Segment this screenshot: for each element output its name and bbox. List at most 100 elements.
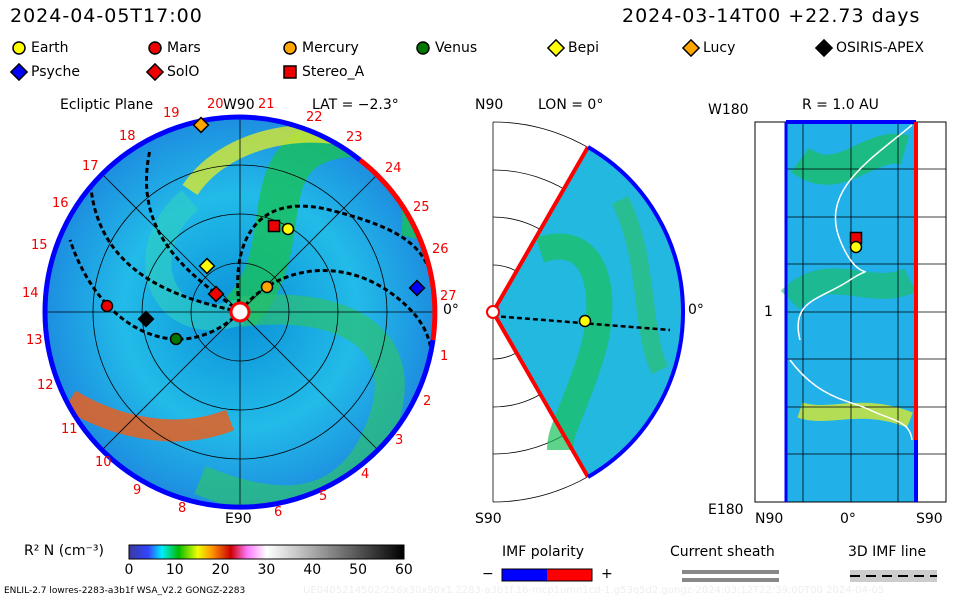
carrington-label: 24 bbox=[385, 161, 402, 176]
carrington-label: 15 bbox=[31, 238, 48, 253]
ecliptic-panel bbox=[42, 114, 438, 510]
carrington-label: 16 bbox=[52, 196, 69, 211]
shell-e180: E180 bbox=[708, 502, 744, 518]
legend-label: Lucy bbox=[703, 40, 736, 56]
solo-marker bbox=[207, 285, 225, 303]
colorbar-tick: 40 bbox=[303, 562, 322, 578]
shell-w180: W180 bbox=[708, 102, 749, 118]
carrington-label: 11 bbox=[61, 422, 78, 437]
carrington-label: 23 bbox=[346, 130, 363, 145]
shell-s90: S90 bbox=[916, 511, 943, 527]
legend-label: Mercury bbox=[302, 40, 359, 56]
colorbar-tick: 60 bbox=[395, 562, 413, 578]
carrington-label: 19 bbox=[163, 106, 180, 121]
meridional-n90: N90 bbox=[475, 97, 504, 113]
imf-plus: + bbox=[601, 566, 613, 582]
colorbar bbox=[128, 544, 405, 560]
carrington-label: 26 bbox=[432, 242, 449, 257]
lucy-legend-diamond-icon bbox=[681, 38, 701, 58]
stereo_a-marker bbox=[267, 219, 281, 233]
carrington-label: 13 bbox=[26, 333, 43, 348]
current-sheath-legend bbox=[682, 570, 779, 582]
shell-0deg: 0° bbox=[840, 511, 856, 527]
carrington-label: 22 bbox=[306, 110, 323, 125]
carrington-label: 2 bbox=[423, 394, 432, 409]
carrington-label: 9 bbox=[133, 483, 142, 498]
carrington-label: 17 bbox=[82, 159, 99, 174]
mercury-legend-circle-icon bbox=[283, 41, 297, 55]
imf-polarity-legend bbox=[501, 568, 593, 582]
carrington-label: 21 bbox=[258, 97, 275, 112]
label-e90: E90 bbox=[225, 511, 252, 527]
shell-n90: N90 bbox=[755, 511, 784, 527]
legend-label: Mars bbox=[167, 40, 201, 56]
footer-model: ENLIL-2.7 lowres-2283-a3b1f WSA_V2.2 GON… bbox=[4, 586, 246, 596]
legend-label: Stereo_A bbox=[302, 64, 365, 80]
carrington-label: 20 bbox=[207, 97, 224, 112]
stereo_a-legend-square-icon bbox=[283, 65, 297, 79]
earth-marker bbox=[578, 314, 592, 328]
venus-legend-circle-icon bbox=[416, 41, 430, 55]
psyche-legend-diamond-icon bbox=[9, 62, 29, 82]
mercury-marker bbox=[260, 280, 274, 294]
legend-label: Bepi bbox=[568, 40, 599, 56]
legend-label: Venus bbox=[435, 40, 478, 56]
shell-panel bbox=[754, 120, 947, 503]
colorbar-tick: 30 bbox=[257, 562, 276, 578]
meridional-panel bbox=[486, 121, 686, 503]
colorbar-tick: 20 bbox=[211, 562, 230, 578]
legend-label: OSIRIS-APEX bbox=[836, 40, 924, 56]
carrington-label: 1 bbox=[440, 349, 449, 364]
osiris-apex-legend-diamond-icon bbox=[814, 38, 834, 58]
carrington-label: 25 bbox=[413, 200, 430, 215]
ecliptic-title: Ecliptic Plane bbox=[60, 97, 154, 113]
imf-polarity-label: IMF polarity bbox=[502, 544, 585, 560]
legend-markers bbox=[9, 38, 834, 82]
current-sheath-label: Current sheath bbox=[670, 544, 775, 560]
osiris-apex-marker bbox=[137, 310, 155, 328]
earth-legend-circle-icon bbox=[12, 41, 26, 55]
ecliptic-lat: LAT = −2.3° bbox=[312, 97, 399, 113]
legend-label: SolO bbox=[167, 64, 200, 80]
meridional-title: LON = 0° bbox=[538, 97, 604, 113]
carrington-label: 12 bbox=[37, 378, 54, 393]
carrington-label: 8 bbox=[178, 501, 187, 516]
legend-label: Psyche bbox=[31, 64, 80, 80]
psyche-marker bbox=[408, 279, 426, 297]
carrington-label: 4 bbox=[361, 467, 370, 482]
colorbar-tick: 50 bbox=[349, 562, 367, 578]
earth-marker bbox=[281, 222, 295, 236]
meridional-0deg: 0° bbox=[688, 302, 704, 318]
venus-marker bbox=[169, 332, 183, 346]
carrington-label: 27 bbox=[440, 289, 457, 304]
carrington-label: 14 bbox=[22, 286, 39, 301]
imf-minus: − bbox=[482, 566, 494, 582]
run-start: 2024-03-14T00 +22.73 days bbox=[622, 5, 921, 27]
colorbar-tick: 10 bbox=[165, 562, 184, 578]
label-w90: W90 bbox=[223, 97, 255, 113]
imf-line-legend bbox=[850, 570, 937, 582]
meridional-s90: S90 bbox=[475, 511, 502, 527]
mars-marker bbox=[100, 299, 114, 313]
footer-run-id: UE0405214502/256x30x90x1.2283-a3b1f.16-m… bbox=[303, 585, 885, 596]
colorbar-tick: 0 bbox=[124, 562, 134, 578]
sim-time: 2024-04-05T17:00 bbox=[10, 5, 203, 27]
shell-mid: 1 bbox=[764, 304, 773, 320]
label-0deg: 0° bbox=[443, 302, 459, 318]
bepi-marker bbox=[198, 257, 216, 275]
imf-lines bbox=[68, 149, 434, 471]
body-markers bbox=[100, 116, 863, 346]
carrington-label: 10 bbox=[95, 455, 112, 470]
bepi-legend-diamond-icon bbox=[546, 38, 566, 58]
legend-label: Earth bbox=[31, 40, 69, 56]
lucy-marker bbox=[192, 116, 210, 134]
carrington-label: 18 bbox=[119, 129, 136, 144]
carrington-label: 5 bbox=[319, 489, 328, 504]
carrington-label: 3 bbox=[395, 433, 404, 448]
solo-legend-diamond-icon bbox=[145, 62, 165, 82]
mars-legend-circle-icon bbox=[148, 41, 162, 55]
carrington-label: 6 bbox=[274, 505, 283, 520]
imf-line-label: 3D IMF line bbox=[848, 544, 927, 560]
colorbar-label: R² N (cm⁻³) bbox=[24, 543, 104, 559]
